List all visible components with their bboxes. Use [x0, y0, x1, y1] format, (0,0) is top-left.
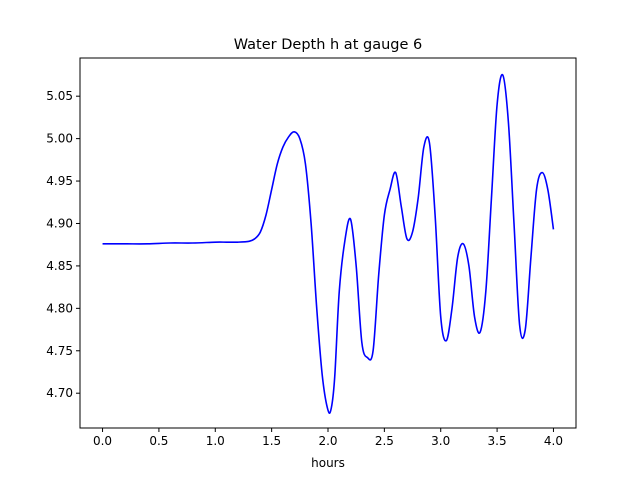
y-tick-label: 4.75 — [46, 344, 73, 358]
x-tick-label: 0.5 — [149, 434, 168, 448]
x-axis-label: hours — [311, 456, 345, 470]
x-tick-label: 2.5 — [375, 434, 394, 448]
y-axis-ticks: 4.70 4.75 4.80 4.85 4.90 4.95 5.00 5.05 — [46, 89, 80, 400]
y-tick-label: 4.95 — [46, 174, 73, 188]
x-tick-label: 0.0 — [93, 434, 112, 448]
y-tick-label: 4.85 — [46, 259, 73, 273]
y-tick-label: 4.70 — [46, 386, 73, 400]
x-axis-ticks: 0.0 0.5 1.0 1.5 2.0 2.5 3.0 3.5 4.0 — [93, 428, 563, 448]
y-tick-label: 4.80 — [46, 301, 73, 315]
x-tick-label: 2.0 — [318, 434, 337, 448]
x-tick-label: 1.5 — [262, 434, 281, 448]
chart-title: Water Depth h at gauge 6 — [234, 37, 422, 53]
series-line-water-depth — [102, 73, 555, 414]
y-tick-label: 5.00 — [46, 132, 73, 146]
axes-frame — [79, 57, 577, 429]
y-tick-label: 4.90 — [46, 216, 73, 230]
y-tick-label: 5.05 — [46, 89, 73, 103]
plot-area — [102, 73, 555, 414]
x-tick-label: 3.5 — [488, 434, 507, 448]
x-tick-label: 1.0 — [206, 434, 225, 448]
x-tick-label: 3.0 — [431, 434, 450, 448]
x-tick-label: 4.0 — [544, 434, 563, 448]
